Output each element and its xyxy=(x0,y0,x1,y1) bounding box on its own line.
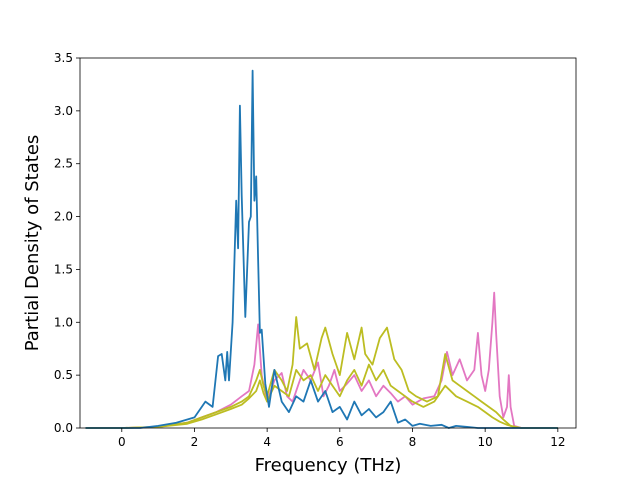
x-axis-ticks: 0 2 4 6 8 10 12 xyxy=(118,428,565,449)
x-tick-label: 2 xyxy=(191,435,199,449)
series-line-3 xyxy=(85,363,558,429)
x-tick-label: 6 xyxy=(336,435,344,449)
x-tick-label: 12 xyxy=(550,435,565,449)
x-tick-label: 4 xyxy=(263,435,271,449)
y-axis-label: Partial Density of States xyxy=(22,135,43,352)
axes-frame xyxy=(79,57,577,429)
y-axis-ticks: 0.0 0.5 1.0 1.5 2.0 2.5 3.0 3.5 xyxy=(54,51,80,435)
series-line-1 xyxy=(85,291,558,429)
x-tick-label: 0 xyxy=(118,435,126,449)
y-tick-label: 3.0 xyxy=(54,104,73,118)
series-group xyxy=(85,69,558,429)
y-tick-label: 3.5 xyxy=(54,51,73,65)
x-axis-label: Frequency (THz) xyxy=(255,455,402,476)
series-line-2 xyxy=(85,316,558,429)
series-line-4 xyxy=(85,69,558,429)
y-tick-label: 2.5 xyxy=(54,157,73,171)
y-tick-label: 0.5 xyxy=(54,368,73,382)
x-tick-label: 10 xyxy=(478,435,493,449)
y-tick-label: 2.0 xyxy=(54,210,73,224)
x-tick-label: 8 xyxy=(409,435,417,449)
y-tick-label: 1.5 xyxy=(54,262,73,276)
y-tick-label: 1.0 xyxy=(54,315,73,329)
y-tick-label: 0.0 xyxy=(54,421,73,435)
